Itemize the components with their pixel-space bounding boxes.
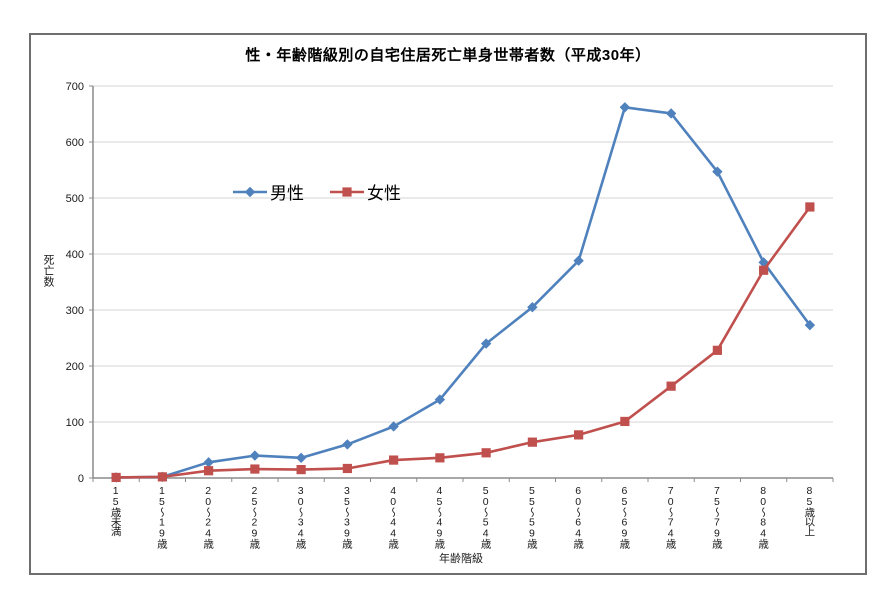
male-data-point — [249, 450, 261, 461]
male-data-point — [573, 255, 584, 266]
male-data-point — [619, 102, 631, 113]
female-series-marker-icon — [330, 185, 364, 199]
male-data-point — [804, 319, 816, 331]
male-data-point — [388, 421, 399, 432]
male-data-point — [434, 394, 446, 405]
male-data-point — [665, 108, 677, 119]
legend-label-male: 男性 — [270, 184, 304, 203]
female-data-point — [759, 265, 769, 275]
y-tick-label: 100 — [66, 417, 84, 429]
female-data-point — [435, 453, 445, 463]
plot-area: 0 100 200 300 400 500 600 700 — [66, 81, 834, 485]
female-data-point — [342, 463, 352, 474]
female-data-point — [157, 472, 167, 482]
female-data-point — [389, 455, 399, 465]
male-series-marker-icon — [233, 185, 267, 199]
y-tick-label: 0 — [78, 473, 84, 485]
y-tick-label: 700 — [66, 81, 84, 93]
female-series — [111, 202, 815, 483]
legend-item-female: 女性 — [330, 179, 401, 204]
female-data-point — [620, 416, 630, 427]
legend: 男性 女性 — [233, 179, 401, 204]
male-data-point — [342, 439, 353, 450]
male-series-line — [114, 105, 812, 479]
y-tick-label: 400 — [66, 249, 84, 261]
female-series-line — [114, 205, 812, 479]
y-tick-label: 200 — [66, 361, 84, 373]
axes — [89, 85, 834, 482]
male-data-point — [712, 166, 723, 177]
y-tick-label: 300 — [66, 305, 84, 317]
female-data-point — [250, 464, 260, 474]
female-data-point — [481, 448, 491, 458]
gridlines — [93, 85, 833, 423]
x-axis-title: 年齢階級 — [439, 553, 483, 565]
female-data-point — [666, 381, 676, 391]
male-data-point — [203, 457, 214, 468]
chart-frame: 性・年齢階級別の自宅住居死亡単身世帯者数（平成30年） 0 100 200 300 40… — [29, 33, 867, 575]
y-tick-label: 600 — [66, 137, 84, 149]
female-data-point — [296, 465, 306, 475]
y-tick-labels: 0 100 200 300 400 500 600 700 — [66, 81, 84, 485]
female-data-point — [805, 202, 815, 212]
female-data-point — [712, 345, 722, 355]
chart-title: 性・年齢階級別の自宅住居死亡単身世帯者数（平成30年） — [245, 47, 651, 64]
male-data-point — [480, 338, 492, 349]
male-data-point — [295, 452, 307, 464]
legend-item-male: 男性 — [233, 179, 304, 204]
female-data-point — [574, 430, 584, 440]
female-data-point — [204, 466, 214, 476]
female-data-point — [111, 472, 121, 483]
legend-label-female: 女性 — [367, 184, 401, 203]
female-data-point — [527, 437, 537, 447]
male-series — [110, 102, 816, 483]
male-data-point — [527, 302, 538, 313]
y-axis-title: 死亡数 — [42, 254, 54, 287]
y-tick-label: 500 — [66, 193, 84, 205]
